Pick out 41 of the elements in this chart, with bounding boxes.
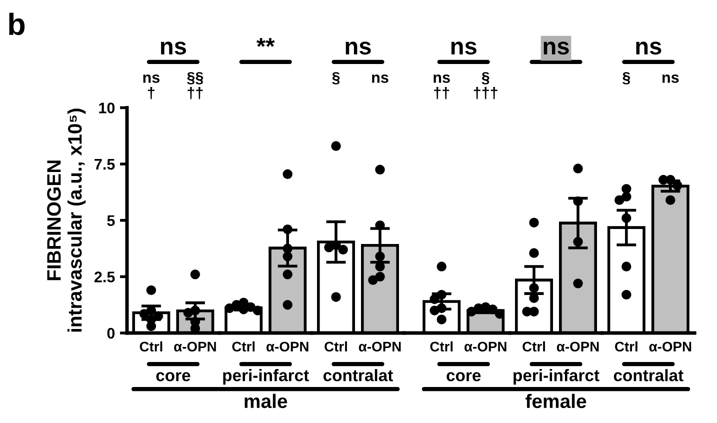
y-tick-label: 5 xyxy=(107,215,115,226)
x-axis-title: peri-infarct xyxy=(514,369,600,385)
chart-title: ** xyxy=(256,38,275,47)
x-tick-label: α-OPN xyxy=(649,342,692,352)
x-tick-label: Ctrl xyxy=(615,341,638,352)
text: b xyxy=(9,12,25,36)
x-tick-label: α-OPN xyxy=(358,342,401,352)
y-tick-label: 2.5 xyxy=(94,272,115,282)
text: §§ †† xyxy=(187,72,204,100)
text: male xyxy=(244,394,288,408)
y-tick-label: 10 xyxy=(99,102,115,114)
text: § ††† xyxy=(474,72,498,100)
x-axis-title: contralat xyxy=(323,369,393,382)
text: § xyxy=(622,72,630,84)
text: ns †† xyxy=(434,74,450,100)
x-tick-label: α-OPN xyxy=(174,342,216,352)
x-tick-label: Ctrl xyxy=(430,341,453,352)
chart-title: ns xyxy=(160,42,186,55)
x-axis-title: contralat xyxy=(614,369,684,382)
x-axis-title: core xyxy=(156,372,190,382)
y-axis-title: FIBRINOGEN intravascular (a.u., x10⁵) xyxy=(47,108,86,332)
x-axis-title: peri-infarct xyxy=(223,369,309,385)
text: ns xyxy=(662,74,679,83)
x-tick-label: α-OPN xyxy=(266,342,308,352)
chart-title: ns xyxy=(346,42,371,55)
x-tick-label: Ctrl xyxy=(232,341,255,352)
y-tick-label: 7.5 xyxy=(94,159,115,170)
text: female xyxy=(526,394,586,408)
text: § xyxy=(332,72,340,84)
x-tick-label: Ctrl xyxy=(324,341,347,352)
chart-title: ns xyxy=(451,42,476,55)
text: ns xyxy=(372,74,388,83)
chart-title: ns xyxy=(544,42,569,55)
y-tick-label: 0 xyxy=(107,328,115,339)
x-tick-label: Ctrl xyxy=(522,341,545,352)
text: ns † xyxy=(143,74,160,100)
x-tick-label: α-OPN xyxy=(556,342,599,352)
x-axis-title: core xyxy=(446,372,481,382)
x-tick-label: α-OPN xyxy=(464,342,506,352)
chart-title: ns xyxy=(636,42,662,55)
x-tick-label: Ctrl xyxy=(140,341,162,352)
